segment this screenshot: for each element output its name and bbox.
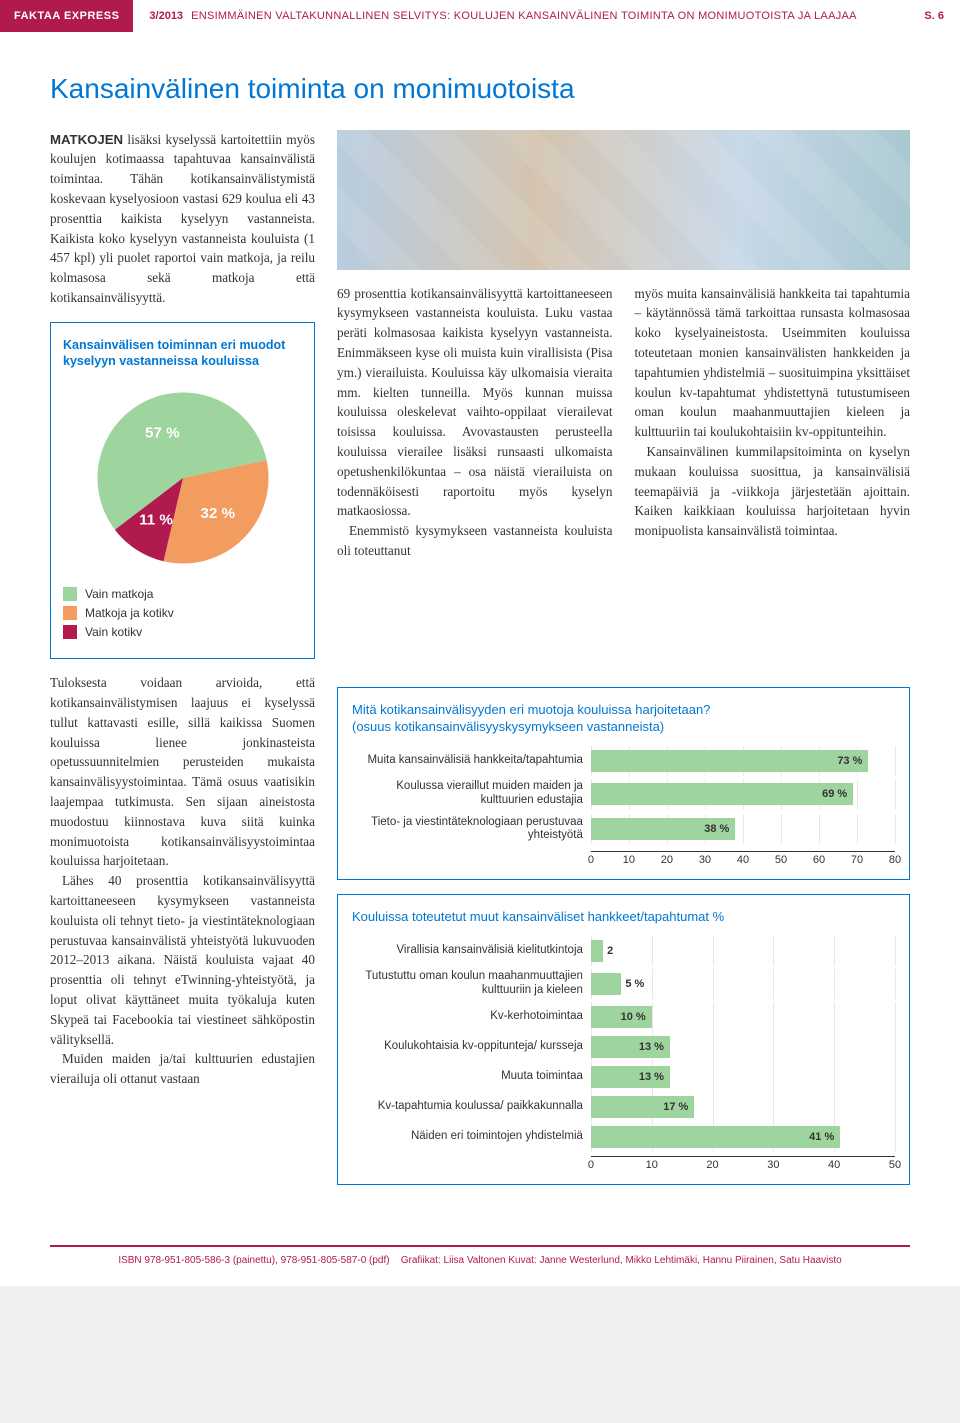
hbar-axis: 01020304050 — [591, 1156, 895, 1174]
hbar-row: Tieto- ja viestintäteknologiaan perustuv… — [352, 816, 895, 844]
svg-text:11 %: 11 % — [139, 512, 173, 529]
hbar-label: Koulukohtaisia kv-oppitunteja/ kursseja — [352, 1040, 591, 1054]
section-title: Kansainvälinen toiminta on monimuotoista — [50, 72, 910, 106]
hbar-row: Virallisia kansainvälisiä kielitutkintoj… — [352, 940, 895, 962]
hbar-fill — [591, 750, 868, 772]
legend-swatch — [63, 625, 77, 639]
hbar-label: Koulussa vieraillut muiden maiden ja kul… — [352, 780, 591, 808]
hbar-track: 41 % — [591, 1126, 895, 1148]
lower-left-p3: Muiden maiden ja/tai kulttuurien edustaj… — [50, 1049, 315, 1089]
hbar-label: Näiden eri toimintojen yhdistelmiä — [352, 1130, 591, 1144]
hbar-chart-1-box: Mitä kotikansainvälisyyden eri muotoja k… — [337, 687, 910, 880]
hbar-value: 17 % — [663, 1101, 688, 1113]
hbar-track: 69 % — [591, 783, 895, 805]
header-title: ENSIMMÄINEN VALTAKUNNALLINEN SELVITYS: K… — [191, 0, 908, 32]
svg-text:32 %: 32 % — [200, 505, 235, 522]
hbar-track: 73 % — [591, 750, 895, 772]
hbar-fill — [591, 940, 603, 962]
header-page: S. 6 — [908, 0, 960, 32]
photo-placeholder — [337, 130, 910, 270]
intro-paragraph: MATKOJEN lisäksi kyselyssä kartoitettiin… — [50, 130, 315, 308]
hbar-fill — [591, 783, 853, 805]
hbar-track: 13 % — [591, 1036, 895, 1058]
hbar-track: 10 % — [591, 1006, 895, 1028]
hbar-chart-2: Virallisia kansainvälisiä kielitutkintoj… — [352, 940, 895, 1174]
hbar-value: 10 % — [621, 1011, 646, 1023]
footer-isbn: ISBN 978-951-805-586-3 (painettu), 978-9… — [118, 1255, 389, 1266]
hbar-label: Kv-tapahtumia koulussa/ paikkakunnalla — [352, 1100, 591, 1114]
svg-text:57 %: 57 % — [145, 425, 180, 442]
hbar-value: 2 — [607, 945, 613, 957]
hbar-label: Muuta toimintaa — [352, 1070, 591, 1084]
lower-left-p2: Lähes 40 prosenttia kotikansainvälisyytt… — [50, 871, 315, 1049]
legend-swatch — [63, 606, 77, 620]
hbar-value: 41 % — [809, 1131, 834, 1143]
col-left-text: lisäksi kyselyssä kartoitettiin myös kou… — [50, 132, 315, 305]
legend-label: Vain matkoja — [85, 587, 153, 601]
legend-swatch — [63, 587, 77, 601]
hbar-chart-2-box: Kouluissa toteutetut muut kansainväliset… — [337, 894, 910, 1184]
pie-chart: 57 % 32 % 11 % — [88, 383, 278, 573]
hbar-row: Koulussa vieraillut muiden maiden ja kul… — [352, 780, 895, 808]
hbar-label: Muita kansainvälisiä hankkeita/tapahtumi… — [352, 754, 591, 768]
legend-item: Vain kotikv — [63, 625, 302, 639]
hbar-label: Kv-kerhotoimintaa — [352, 1010, 591, 1024]
pie-chart-title: Kansainvälisen toiminnan eri muodot kyse… — [63, 337, 302, 370]
hbar-value: 5 % — [625, 978, 644, 990]
header-bar: FAKTAA EXPRESS 3/2013 ENSIMMÄINEN VALTAK… — [0, 0, 960, 32]
footer: ISBN 978-951-805-586-3 (painettu), 978-9… — [50, 1245, 910, 1286]
hbar-track: 17 % — [591, 1096, 895, 1118]
lower-left-p1: Tuloksesta voidaan arvioida, että kotika… — [50, 673, 315, 871]
hbar-label: Tutustuttu oman koulun maahan­muuttajien… — [352, 970, 591, 998]
hbar-label: Virallisia kansainvälisiä kielitutkintoj… — [352, 944, 591, 958]
col-right-p1: myös muita kansainvälisiä hankkeita tai … — [635, 284, 911, 442]
hbar-row: Kv-tapahtumia koulussa/ paikkakunnalla 17… — [352, 1096, 895, 1118]
header-issue: 3/2013 — [133, 0, 191, 32]
intro-emphasis: MATKOJEN — [50, 132, 123, 147]
hbar-chart-1-title: Mitä kotikansainvälisyyden eri muotoja k… — [352, 702, 895, 736]
hbar-axis: 01020304050607080 — [591, 851, 895, 869]
hbar-row: Koulukohtaisia kv-oppitunteja/ kursseja 1… — [352, 1036, 895, 1058]
hbar-row: Muuta toimintaa 13 % — [352, 1066, 895, 1088]
legend-label: Matkoja ja kotikv — [85, 606, 174, 620]
legend-label: Vain kotikv — [85, 625, 142, 639]
hbar-value: 13 % — [639, 1071, 664, 1083]
hbar-label: Tieto- ja viestintäteknologiaan perustuv… — [352, 816, 591, 844]
hbar-value: 73 % — [837, 755, 862, 767]
hbar-value: 69 % — [822, 788, 847, 800]
pie-legend: Vain matkoja Matkoja ja kotikv Vain kotikv — [63, 587, 302, 639]
hbar-track: 2 — [591, 940, 895, 962]
hbar-fill — [591, 973, 621, 995]
hbar-row: Muita kansainvälisiä hankkeita/tapahtumi… — [352, 750, 895, 772]
legend-item: Vain matkoja — [63, 587, 302, 601]
col-mid-p2: Enemmistö kysymykseen vastanneista koulu… — [337, 521, 613, 561]
legend-item: Matkoja ja kotikv — [63, 606, 302, 620]
col-right: myös muita kansainvälisiä hankkeita tai … — [635, 284, 911, 561]
hbar-row: Näiden eri toimintojen yhdistelmiä 41 % — [352, 1126, 895, 1148]
hbar-track: 5 % — [591, 973, 895, 995]
header-brand: FAKTAA EXPRESS — [0, 0, 133, 32]
hbar-track: 13 % — [591, 1066, 895, 1088]
hbar-chart-2-title: Kouluissa toteutetut muut kansainväliset… — [352, 909, 895, 926]
footer-credits: Grafiikat: Liisa Valtonen Kuvat: Janne W… — [401, 1255, 842, 1266]
hbar-value: 38 % — [704, 823, 729, 835]
lower-left-col: Tuloksesta voidaan arvioida, että kotika… — [50, 673, 315, 1184]
hbar-value: 13 % — [639, 1041, 664, 1053]
col-mid-p1: 69 prosenttia kotikansainvälisyyttä kart… — [337, 284, 613, 522]
pie-chart-box: Kansainvälisen toiminnan eri muodot kyse… — [50, 322, 315, 660]
hbar-fill — [591, 1126, 840, 1148]
hbar-chart-1: Muita kansainvälisiä hankkeita/tapahtumi… — [352, 750, 895, 869]
hbar-row: Tutustuttu oman koulun maahan­muuttajien… — [352, 970, 895, 998]
hbar-row: Kv-kerhotoimintaa 10 % — [352, 1006, 895, 1028]
col-mid: 69 prosenttia kotikansainvälisyyttä kart… — [337, 284, 613, 561]
col-right-p2: Kansainvälinen kummilapsitoiminta on kys… — [635, 442, 911, 541]
hbar-track: 38 % — [591, 818, 895, 840]
